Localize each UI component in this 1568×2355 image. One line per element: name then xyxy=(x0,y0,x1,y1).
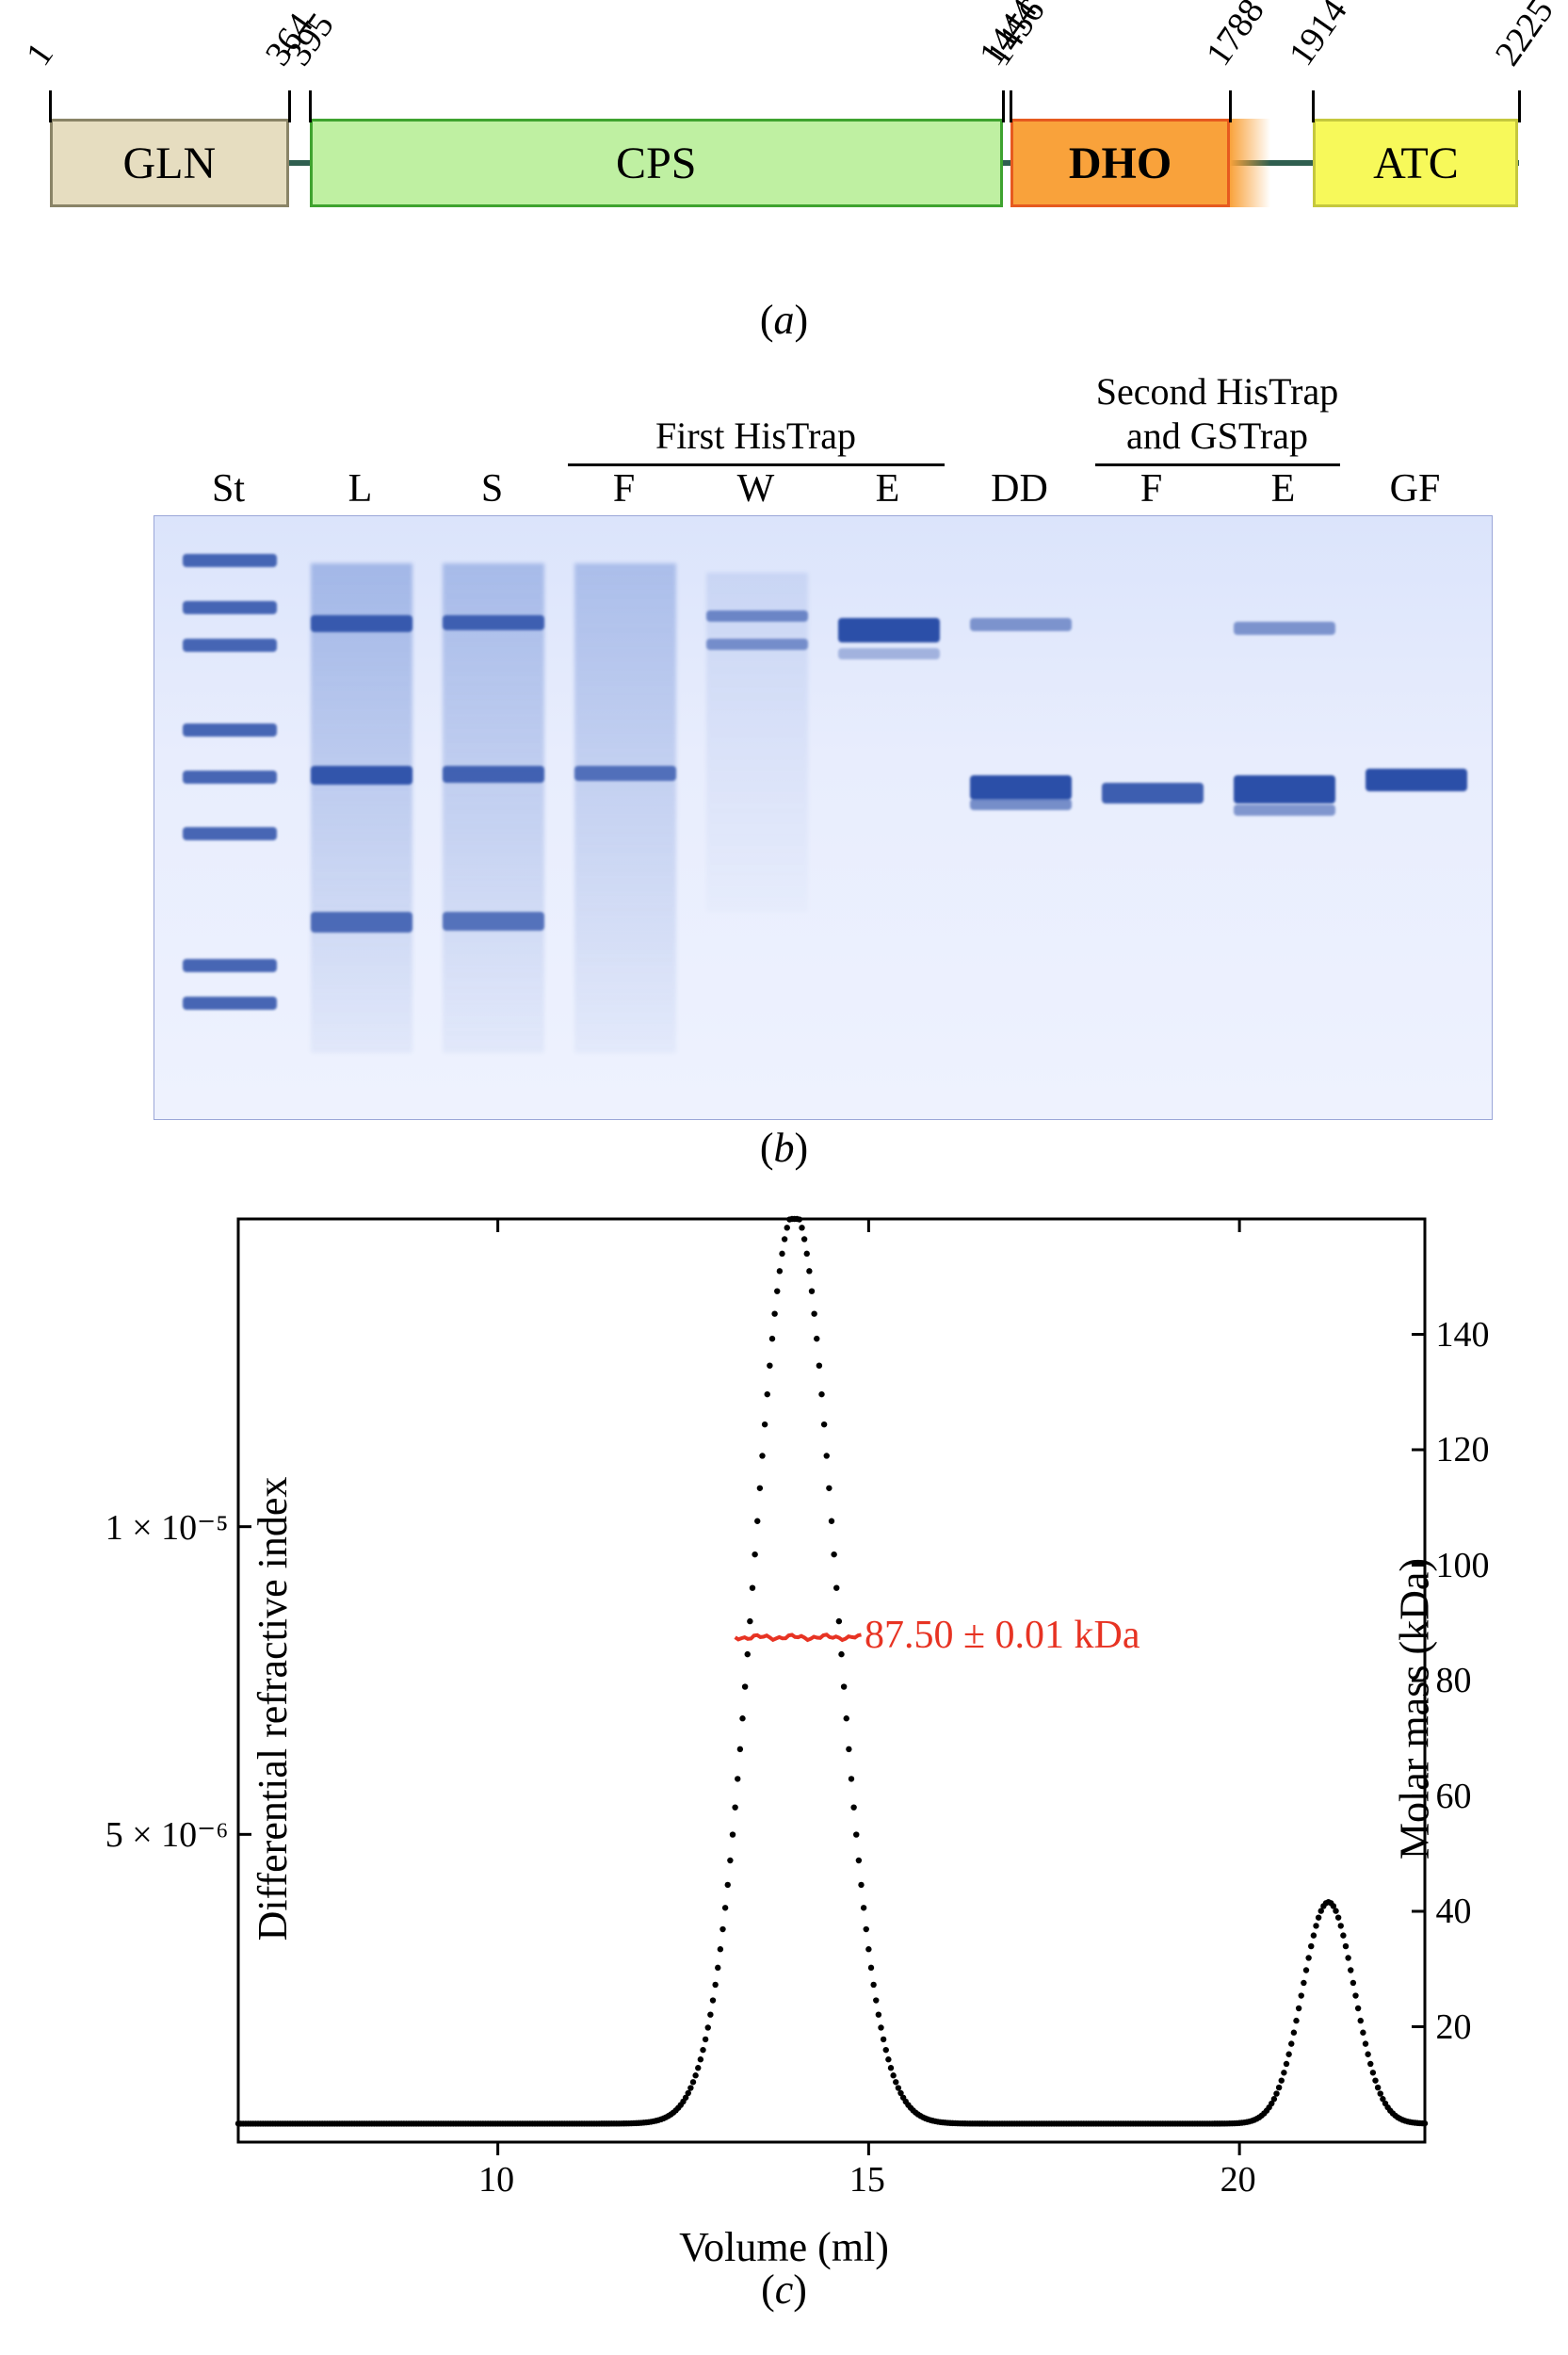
gel-lane-labels: St L S F W E DD F E GF xyxy=(154,466,1491,515)
panel-a-caption-letter: a xyxy=(774,297,795,343)
gel-band xyxy=(706,639,808,650)
gel-image: 150 –100 –70 –50 –40 –30 –20 – xyxy=(154,515,1493,1120)
gel-band-ladder xyxy=(183,827,277,840)
gel-lane-label: F xyxy=(1140,466,1162,512)
gel-lane-label: L xyxy=(348,466,373,512)
gel-band xyxy=(311,912,412,933)
molar-mass-annotation: 87.50 ± 0.01 kDa xyxy=(865,1613,1140,1658)
y-right-tick-label: 120 xyxy=(1436,1429,1490,1470)
y-right-tick-label: 140 xyxy=(1436,1314,1490,1356)
gel-band-ladder xyxy=(183,554,277,567)
y-left-tick-label: 1 × 10⁻⁵ xyxy=(105,1506,229,1549)
domain-tick xyxy=(49,90,52,122)
gel-smear xyxy=(311,563,412,1053)
chart-frame: Differential refractive index Molar mass… xyxy=(50,1200,1557,2217)
gel-band-ladder xyxy=(183,959,277,972)
gel-band xyxy=(443,615,544,630)
panel-c-caption: (c) xyxy=(28,2266,1540,2314)
figure: GLNCPSDHOATC136439514441456178819142225 … xyxy=(0,0,1568,2351)
domain-dho: DHO xyxy=(1010,119,1230,207)
y-left-axis-label: Differential refractive index xyxy=(248,1477,296,1941)
domain-tick-label: 1914 xyxy=(1281,0,1356,73)
domain-tick xyxy=(1312,90,1315,122)
y-right-tick-label: 20 xyxy=(1436,2006,1472,2048)
y-left-tick-label: 5 × 10⁻⁶ xyxy=(105,1813,229,1856)
gel-band-ladder xyxy=(183,723,277,737)
gel-band xyxy=(1234,622,1335,635)
gel-band xyxy=(970,618,1072,631)
gel-band-ladder xyxy=(183,639,277,652)
gel-band xyxy=(443,912,544,931)
gel-group-label: First HisTrap xyxy=(568,414,945,458)
gel-group-header: Second HisTrapand GSTrap xyxy=(1095,369,1340,466)
gel-smear xyxy=(574,563,676,1053)
panel-b-caption: (b) xyxy=(28,1124,1540,1172)
panel-a-caption: (a) xyxy=(28,296,1540,344)
gel-lane-label: W xyxy=(737,466,775,512)
x-tick-label: 10 xyxy=(478,2159,514,2201)
gel-lane-label: S xyxy=(481,466,503,512)
x-axis-label: Volume (ml) xyxy=(50,2223,1519,2271)
domain-tick xyxy=(1518,90,1521,122)
gel-band xyxy=(970,775,1072,800)
y-right-axis-label: Molar mass (kDa) xyxy=(1391,1558,1439,1860)
domain-tick-label: 1788 xyxy=(1198,0,1273,73)
gel-smear xyxy=(706,573,808,912)
gel-lane-label: F xyxy=(613,466,635,512)
gel-band xyxy=(311,766,412,785)
gel-group-headers: First HisTrap Second HisTrapand GSTrap xyxy=(154,353,1491,466)
gel-band-ladder xyxy=(183,601,277,614)
domain-cps: CPS xyxy=(310,119,1003,207)
gel-band xyxy=(574,766,676,781)
gel-band xyxy=(443,766,544,783)
y-right-tick-label: 40 xyxy=(1436,1891,1472,1932)
x-tick-label: 20 xyxy=(1220,2159,1256,2201)
y-right-tick-label: 100 xyxy=(1436,1545,1490,1586)
dho-fade xyxy=(1230,119,1270,207)
panel-c-caption-letter: c xyxy=(775,2266,794,2313)
x-tick-label: 15 xyxy=(849,2159,885,2201)
domain-tick xyxy=(1002,90,1005,122)
gel-band xyxy=(706,610,808,622)
panel-c-chromatogram: Differential refractive index Molar mass… xyxy=(50,1200,1519,2271)
gel-band-ladder xyxy=(183,771,277,784)
gel-lane-label: St xyxy=(212,466,245,512)
gel-lane-label: DD xyxy=(991,466,1048,512)
domain-tick xyxy=(309,90,312,122)
domain-tick xyxy=(288,90,291,122)
gel-band xyxy=(1366,769,1467,791)
gel-band xyxy=(311,615,412,632)
domain-tick-label: 1 xyxy=(17,35,61,73)
domain-atc: ATC xyxy=(1313,119,1518,207)
gel-band xyxy=(970,799,1072,810)
gel-band xyxy=(1234,775,1335,804)
gel-band xyxy=(1102,783,1204,804)
gel-group-label: Second HisTrapand GSTrap xyxy=(1095,369,1340,458)
gel-band xyxy=(838,648,940,659)
gel-smear xyxy=(443,563,544,1053)
gel-band xyxy=(838,618,940,642)
panel-b-gel: First HisTrap Second HisTrapand GSTrap St… xyxy=(50,353,1519,1120)
panel-a-domain-diagram: GLNCPSDHOATC136439514441456178819142225 xyxy=(50,38,1519,283)
gel-lane-label: E xyxy=(1271,466,1296,512)
domain-gln: GLN xyxy=(50,119,290,207)
gel-wrap: First HisTrap Second HisTrapand GSTrap St… xyxy=(154,353,1519,1120)
panel-b-caption-letter: b xyxy=(774,1125,795,1171)
y-right-tick-label: 80 xyxy=(1436,1660,1472,1701)
gel-band-ladder xyxy=(183,997,277,1010)
domain-tick xyxy=(1229,90,1232,122)
domain-tick-label: 2225 xyxy=(1486,0,1561,73)
domain-tick xyxy=(1010,90,1012,122)
gel-lane-label: GF xyxy=(1390,466,1441,512)
gel-group-header: First HisTrap xyxy=(568,414,945,466)
gel-lane-label: E xyxy=(876,466,900,512)
gel-band xyxy=(1234,804,1335,816)
y-right-tick-label: 60 xyxy=(1436,1776,1472,1817)
